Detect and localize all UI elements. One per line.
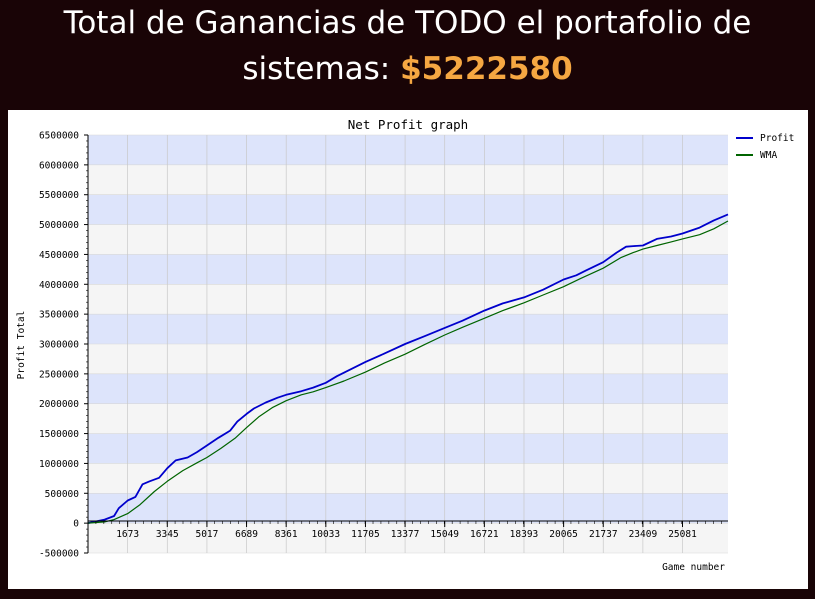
background-band — [88, 314, 728, 344]
x-tick-label: 11705 — [351, 529, 380, 540]
y-tick-label: 4000000 — [39, 280, 79, 291]
y-tick-label: 500000 — [45, 489, 80, 500]
y-tick-label: 2500000 — [39, 369, 79, 380]
background-band — [88, 403, 728, 434]
x-tick-label: 5017 — [195, 529, 218, 540]
background-band — [88, 254, 728, 285]
vertical-gridlines — [127, 135, 683, 553]
x-tick-label: 15049 — [430, 529, 459, 540]
net-profit-chart: 6500000600000055000005000000450000040000… — [16, 117, 794, 573]
background-band — [88, 373, 728, 404]
y-tick-label: 3000000 — [39, 340, 79, 351]
x-tick-label: 16721 — [470, 529, 499, 540]
x-tick-label: 21737 — [589, 529, 618, 540]
background-band — [88, 523, 728, 553]
x-tick-label: 1673 — [116, 529, 139, 540]
legend-label-profit: Profit — [760, 133, 794, 144]
series-line-profit — [87, 213, 729, 524]
background-band — [88, 463, 728, 494]
headline-line2-prefix: sistemas: — [242, 51, 401, 87]
background-band — [88, 344, 728, 374]
x-tick-label: 25081 — [668, 529, 697, 540]
total-amount: $5222580 — [400, 51, 573, 87]
legend-label-wma: WMA — [760, 150, 777, 161]
y-tick-label: 1500000 — [39, 429, 79, 440]
background-band — [88, 284, 728, 315]
headline-line1: Total de Ganancias de TODO el portafolio… — [63, 5, 752, 41]
y-tick-label: 0 — [73, 519, 79, 530]
background-band — [88, 493, 728, 524]
headline: Total de Ganancias de TODO el portafolio… — [0, 0, 815, 104]
x-tick-label: 20065 — [549, 529, 578, 540]
x-tick-label: 10033 — [312, 529, 341, 540]
y-tick-label: 5000000 — [39, 220, 79, 231]
y-tick-label: 1000000 — [39, 459, 79, 470]
legend: Profit WMA — [736, 133, 794, 161]
chart-panel: 6500000 6000000 5500000 5000000 4500000 40000… — [8, 110, 808, 589]
x-tick-label: 8361 — [275, 529, 298, 540]
background-band — [88, 224, 728, 255]
y-tick-label: 6000000 — [39, 160, 79, 171]
y-tick-label: 6500000 — [39, 131, 79, 142]
headline-line2: sistemas: $5222580 — [0, 46, 815, 92]
y-tick-label: 4500000 — [39, 250, 79, 261]
y-tick-label: 2000000 — [39, 399, 79, 410]
x-tick-label: 13377 — [391, 529, 420, 540]
chart-title: Net Profit graph — [348, 117, 468, 132]
y-tick-label: 5500000 — [39, 190, 79, 201]
background-band — [88, 194, 728, 225]
y-axis-label: Profit Total — [16, 311, 27, 380]
background-band — [88, 433, 728, 464]
series-layer — [87, 213, 729, 524]
background-band — [88, 164, 728, 195]
y-tick-label: -500000 — [39, 549, 79, 560]
x-tick-label: 6689 — [235, 529, 258, 540]
x-tick-label: 18393 — [510, 529, 539, 540]
x-tick-label: 3345 — [156, 529, 179, 540]
x-tick-label: 23409 — [629, 529, 658, 540]
y-tick-label: 3500000 — [39, 310, 79, 321]
x-axis-label: Game number — [662, 562, 725, 573]
background-band — [88, 135, 728, 165]
y-axis-ticks: 6500000600000055000005000000450000040000… — [39, 131, 88, 560]
background-bands — [88, 134, 728, 554]
x-axis-ticks: 1673 3345 5017 6689 8361 10033 11705 13377 15049… — [87, 521, 722, 540]
series-line-wma — [87, 220, 729, 524]
